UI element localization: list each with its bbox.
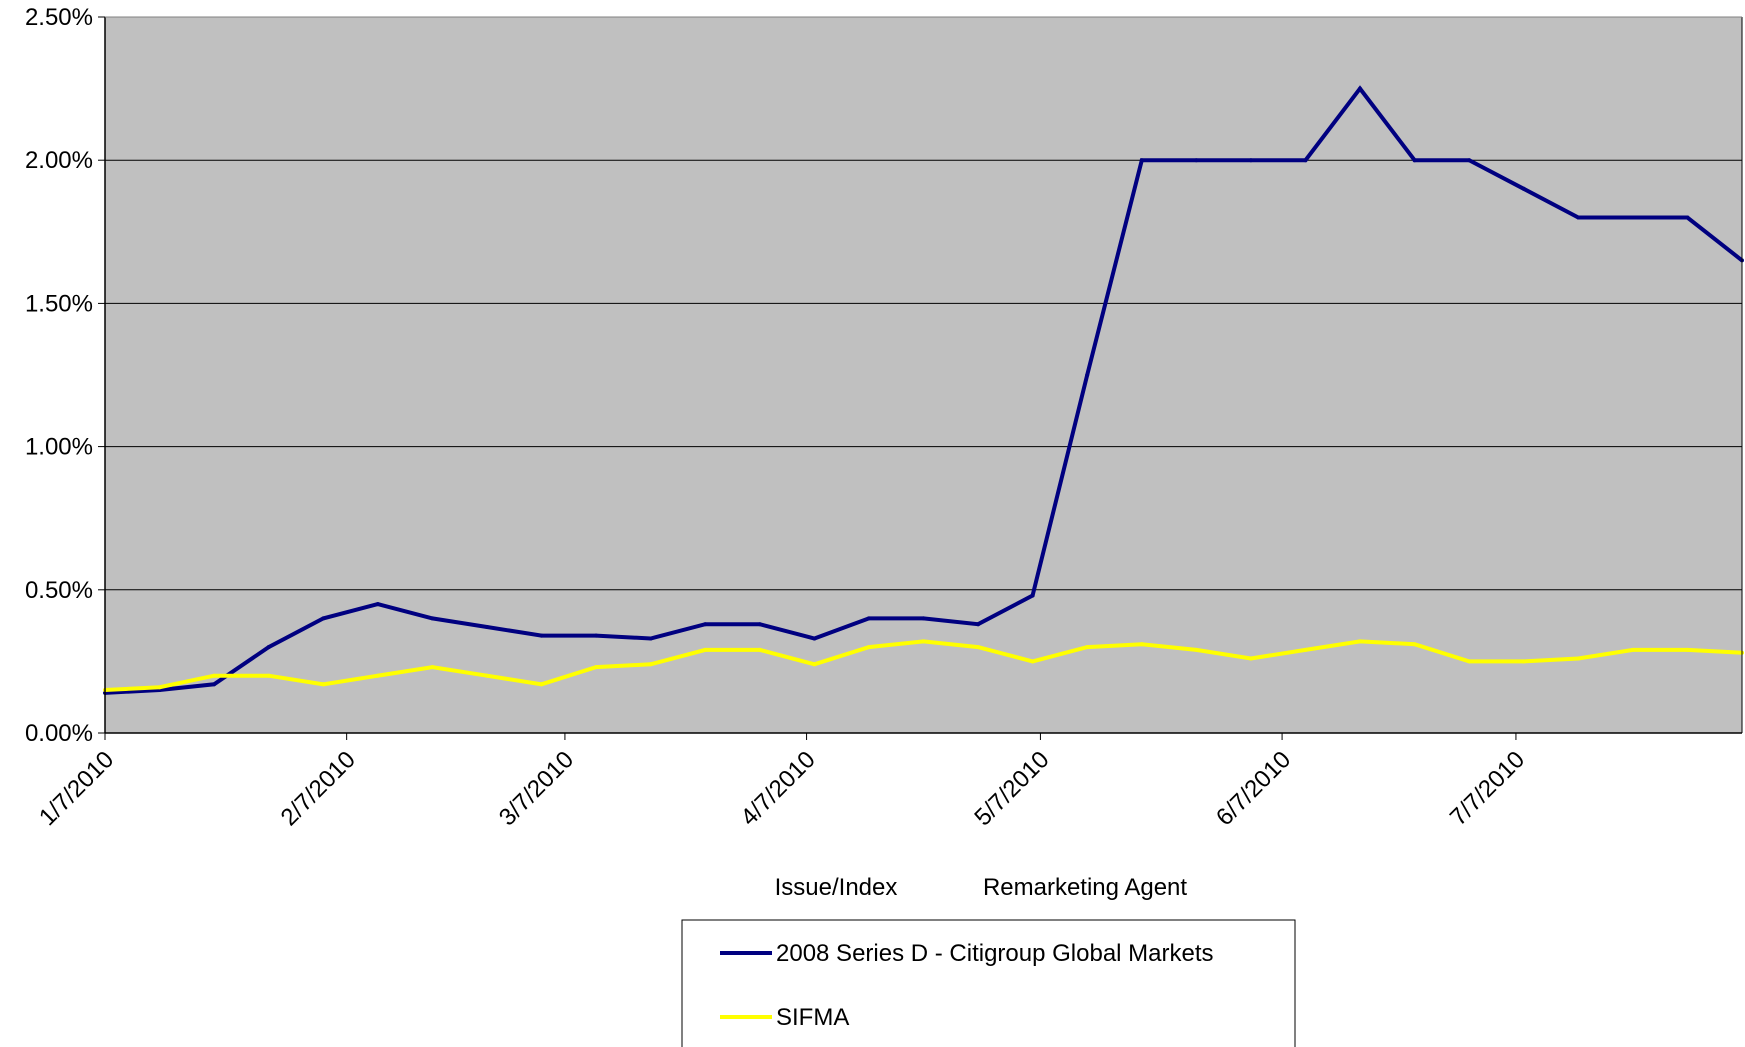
- series-layer: [103, 85, 1744, 695]
- data-point: [594, 665, 599, 670]
- data-point: [1358, 86, 1362, 91]
- data-point: [812, 636, 817, 641]
- y-tick-label: 0.00%: [25, 720, 93, 747]
- data-point: [976, 645, 981, 650]
- data-point: [1358, 639, 1362, 644]
- data-point: [648, 662, 653, 667]
- data-point: [1030, 659, 1035, 664]
- x-tick-label: 1/7/2010: [34, 746, 119, 831]
- data-point: [1303, 647, 1308, 652]
- axes: [104, 16, 1743, 734]
- data-point: [1248, 158, 1253, 163]
- data-point: [1521, 186, 1526, 191]
- data-point: [866, 616, 871, 621]
- data-point: [1248, 656, 1253, 661]
- x-axis-ticks: 1/7/2010 2/7/2010 3/7/2010 4/7/2010 5/7/2010…: [34, 733, 1530, 831]
- data-point: [1139, 642, 1144, 647]
- data-point: [1139, 158, 1144, 163]
- legend-label-series-2: SIFMA: [776, 1004, 849, 1031]
- legend: 2008 Series D - Citigroup Global Markets…: [681, 919, 1296, 1047]
- data-point: [1194, 158, 1199, 163]
- x-tick-label: 5/7/2010: [969, 746, 1054, 831]
- data-point: [757, 647, 762, 652]
- y-tick-label: 2.50%: [25, 4, 93, 31]
- data-point: [321, 682, 326, 687]
- data-point: [430, 616, 435, 621]
- data-point: [1030, 593, 1035, 598]
- data-point: [757, 622, 762, 627]
- data-point: [1412, 642, 1417, 647]
- data-point: [375, 602, 380, 607]
- data-point: [375, 673, 380, 678]
- data-point: [1576, 656, 1581, 661]
- data-point: [921, 639, 926, 644]
- x-tick-label: 2/7/2010: [276, 746, 361, 831]
- data-point: [539, 682, 544, 687]
- y-tick-label: 1.00%: [25, 434, 93, 461]
- data-point: [485, 673, 489, 678]
- data-point: [866, 645, 871, 650]
- data-point: [703, 647, 708, 652]
- caption-left: Issue/Index: [775, 874, 898, 901]
- data-point: [212, 682, 217, 687]
- data-point: [1412, 158, 1417, 163]
- data-point: [539, 633, 544, 638]
- x-tick-label: 4/7/2010: [736, 746, 821, 831]
- data-point: [212, 673, 217, 678]
- data-point: [1630, 647, 1635, 652]
- data-point: [266, 673, 271, 678]
- data-point: [485, 625, 489, 629]
- data-point: [812, 662, 817, 667]
- data-point: [1467, 659, 1472, 664]
- data-point: [1085, 645, 1090, 650]
- data-point: [1521, 659, 1526, 664]
- data-point: [430, 665, 435, 670]
- data-point: [976, 622, 981, 627]
- data-point: [703, 622, 708, 627]
- data-point: [1194, 647, 1199, 652]
- caption-right: Remarketing Agent: [983, 874, 1187, 901]
- data-point: [921, 616, 926, 621]
- data-point: [266, 645, 271, 650]
- data-point: [594, 633, 599, 638]
- plot-area: [105, 17, 1742, 733]
- legend-box: [681, 919, 1296, 1047]
- data-point: [1576, 215, 1581, 220]
- data-point: [1085, 373, 1090, 377]
- y-tick-label: 2.00%: [25, 147, 93, 174]
- legend-label-series-1: 2008 Series D - Citigroup Global Markets: [776, 940, 1214, 967]
- data-point: [1630, 215, 1635, 220]
- x-tick-label: 6/7/2010: [1211, 746, 1296, 831]
- y-tick-label: 1.50%: [25, 290, 93, 317]
- data-point: [648, 636, 653, 641]
- data-point: [321, 616, 326, 621]
- data-point: [157, 685, 162, 690]
- y-tick-label: 0.50%: [25, 577, 93, 604]
- x-tick-label: 7/7/2010: [1445, 746, 1530, 831]
- data-point: [1467, 158, 1472, 163]
- x-tick-label: 3/7/2010: [494, 746, 579, 831]
- data-point: [1303, 158, 1308, 163]
- data-point: [1685, 647, 1690, 652]
- y-axis-ticks: 0.00% 0.50% 1.00% 1.50% 2.00% 2.50%: [25, 4, 105, 747]
- data-point: [1685, 215, 1690, 220]
